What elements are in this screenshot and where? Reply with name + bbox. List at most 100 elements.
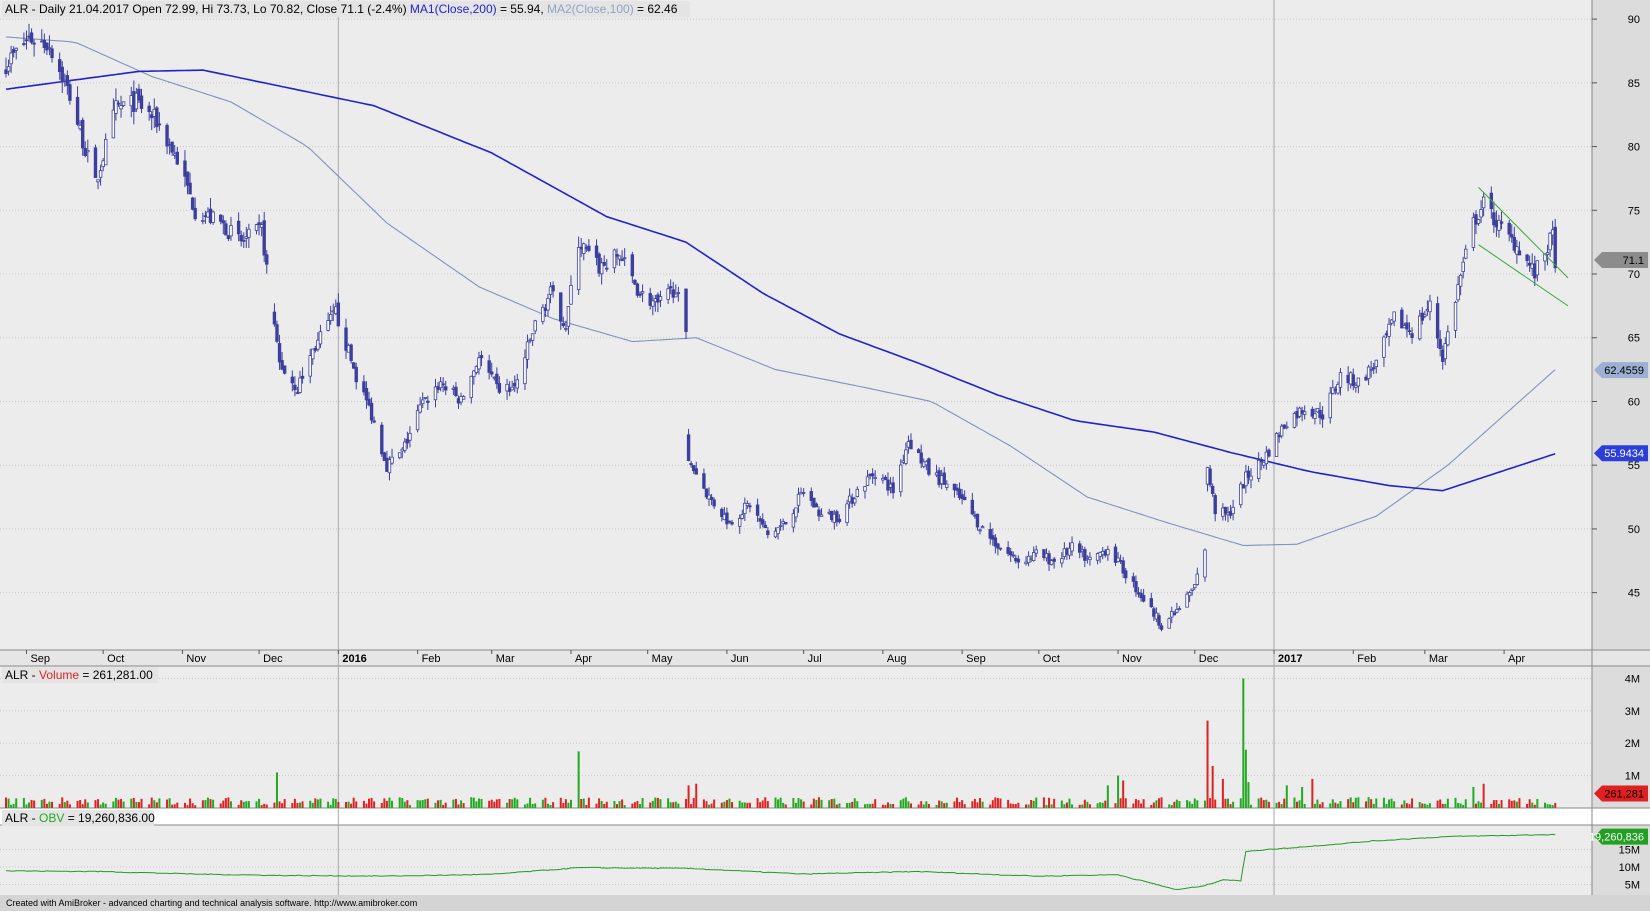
volume-axis[interactable]	[1592, 666, 1650, 808]
candle-body	[791, 513, 796, 528]
volume-bar	[582, 798, 585, 808]
price-title-ticker: ALR	[5, 2, 29, 16]
candle-body	[812, 497, 816, 508]
candle-body	[865, 476, 870, 486]
volume-bar	[373, 801, 376, 808]
price-tick-label: 50	[1628, 524, 1640, 536]
volume-bar	[779, 797, 782, 808]
candle-body	[390, 456, 394, 464]
volume-bar	[319, 798, 322, 808]
obv-pane[interactable]	[0, 825, 1592, 895]
candle-body	[686, 434, 691, 461]
volume-bar	[989, 804, 992, 808]
volume-bar	[1012, 803, 1015, 808]
volume-bar	[247, 801, 250, 808]
candle-body	[1382, 336, 1386, 358]
volume-tick-label: 2M	[1625, 738, 1640, 750]
candle-body	[559, 292, 563, 322]
volume-bar	[774, 797, 777, 808]
volume-bar	[672, 802, 675, 808]
candle-body	[461, 396, 466, 400]
obv-legend: OBV	[39, 811, 64, 825]
candle-body	[1006, 547, 1010, 554]
volume-bar	[567, 802, 570, 808]
candle-body	[691, 465, 696, 472]
volume-bar	[549, 804, 552, 808]
volume-bar	[370, 797, 373, 808]
candle-body	[1492, 212, 1496, 226]
volume-bar	[301, 801, 304, 808]
candle-body	[957, 488, 962, 498]
volume-bar	[802, 801, 805, 808]
last-price-label: 71.1	[1594, 252, 1648, 268]
candle-body	[98, 170, 103, 178]
volume-bar	[546, 803, 549, 808]
candle-body	[633, 279, 637, 285]
volume-bar	[1459, 803, 1462, 808]
volume-bar	[917, 804, 920, 808]
volume-bar	[406, 800, 409, 808]
gridlines	[0, 0, 1592, 895]
candle-body	[980, 526, 985, 529]
obv-title-bg	[2, 810, 154, 826]
volume-bar	[84, 799, 87, 808]
candle-body	[418, 404, 422, 413]
volume-bar	[953, 801, 956, 808]
volume-bar	[909, 803, 912, 808]
candle-body	[1310, 408, 1315, 417]
volume-bar	[398, 797, 401, 808]
candle-body	[405, 438, 410, 444]
volume-bar	[1319, 804, 1322, 808]
price-tick-label: 90	[1628, 14, 1640, 26]
volume-bar	[1411, 798, 1414, 808]
volume-bar	[677, 803, 680, 808]
volume-bar	[999, 798, 1002, 808]
volume-bar	[904, 797, 907, 808]
obv-line	[6, 833, 1556, 890]
volume-bar	[12, 804, 15, 808]
volume-bar	[171, 804, 174, 808]
volume-bar	[104, 803, 107, 808]
candle-body	[1052, 558, 1056, 562]
volume-bar	[227, 797, 230, 808]
candle-body	[369, 402, 374, 421]
obv-tick-label: 15M	[1619, 845, 1640, 857]
month-label: Mar	[496, 653, 515, 665]
volume-bar	[907, 801, 910, 808]
candle-body	[1405, 322, 1409, 330]
candle-body	[1320, 414, 1325, 420]
candle-body	[226, 235, 231, 239]
volume-bar	[1405, 803, 1408, 808]
volume-bar	[1533, 804, 1536, 808]
candle-body	[344, 327, 348, 351]
ma100-legend: MA2(Close,100)	[547, 2, 634, 16]
candle-body	[1479, 209, 1483, 218]
volume-pane[interactable]	[0, 666, 1592, 808]
candle-body	[497, 383, 502, 393]
volume-bar	[615, 804, 618, 808]
volume-bar	[1482, 783, 1485, 808]
volume-bar	[812, 798, 815, 808]
volume-bar	[1117, 775, 1120, 808]
candle-body	[704, 488, 709, 498]
volume-bar	[470, 797, 473, 808]
candle-body	[899, 464, 903, 493]
price-pane[interactable]	[0, 0, 1592, 650]
volume-bar	[728, 798, 731, 808]
volume-bar	[368, 798, 371, 808]
candle-body	[487, 360, 491, 373]
volume-bar	[759, 802, 762, 808]
volume-bar	[1206, 720, 1209, 808]
volume-bar	[166, 799, 169, 808]
volume-bar	[800, 799, 803, 808]
volume-bar	[1546, 804, 1549, 808]
month-label: Feb	[1357, 653, 1376, 665]
candle-body	[809, 491, 813, 501]
volume-bar	[725, 800, 728, 808]
candle-body	[569, 284, 573, 305]
candle-body	[1141, 595, 1146, 602]
candle-body	[1512, 236, 1517, 251]
price-axis[interactable]	[1592, 0, 1650, 650]
candle-body	[1208, 468, 1212, 486]
